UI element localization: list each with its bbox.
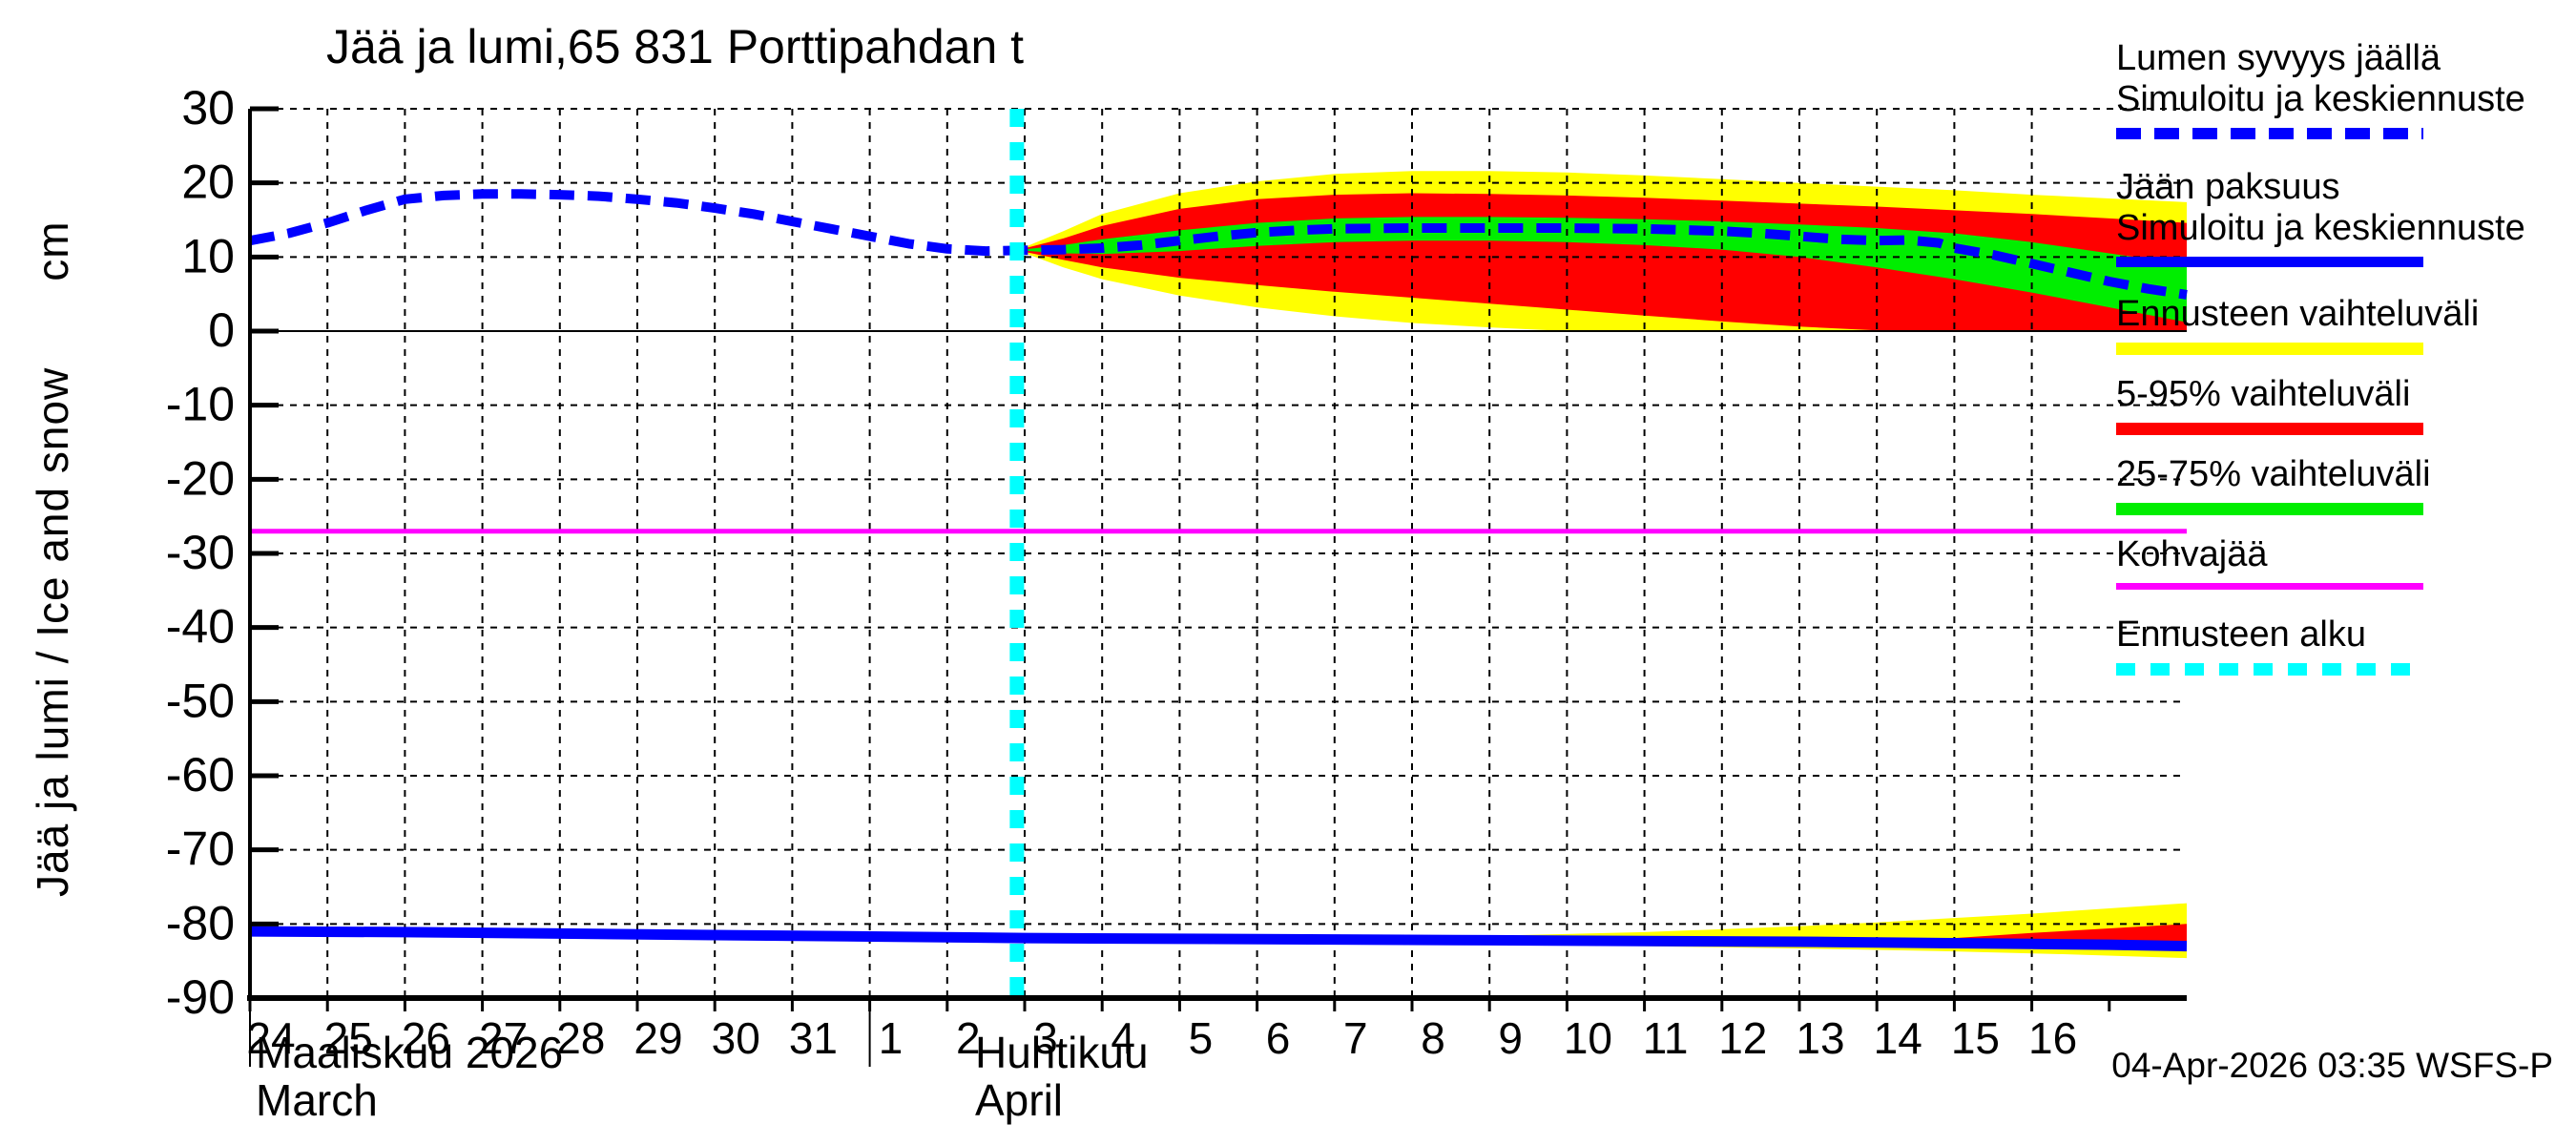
x-tick-label: 15 (1951, 1013, 2000, 1063)
legend-text: Ennusteen vaihteluväli (2116, 294, 2480, 334)
legend-text: 5-95% vaihteluväli (2116, 374, 2411, 414)
legend-swatch-blue-solid-line (2116, 257, 2423, 267)
month-label-april-fi: Huhtikuu (975, 1028, 1149, 1077)
y-tick-label: 20 (181, 156, 235, 209)
month-label-april-en: April (975, 1075, 1064, 1125)
legend-item-25-75-range: 25-75% vaihteluväli (2116, 454, 2572, 515)
legend-swatch-blue-dashed-line (2116, 128, 2423, 139)
legend-swatch-red-line (2116, 423, 2423, 435)
legend-swatch-yellow-line (2116, 343, 2423, 355)
x-tick-label: 12 (1718, 1013, 1767, 1063)
y-tick-label: -80 (166, 896, 235, 949)
legend-swatch-magenta-line (2116, 583, 2423, 590)
x-tick-label: 7 (1343, 1013, 1368, 1063)
x-tick-label: 8 (1421, 1013, 1445, 1063)
x-tick-label: 9 (1498, 1013, 1523, 1063)
legend-text: Ennusteen alku (2116, 614, 2366, 655)
timestamp: 04-Apr-2026 03:35 WSFS-P (2111, 1046, 2553, 1085)
legend-text: Kohvajää (2116, 534, 2268, 574)
y-tick-label: -50 (166, 674, 235, 727)
y-tick-label: 10 (181, 229, 235, 282)
legend-item-kohvajaa: Kohvajää (2116, 534, 2572, 590)
legend-swatch-cyan-dashed-line (2116, 663, 2423, 676)
x-tick-label: 27 (479, 1013, 528, 1063)
legend-text: Simuloitu ja keskiennuste (2116, 208, 2525, 248)
y-tick-label: 30 (181, 81, 235, 135)
y-tick-label: -20 (166, 451, 235, 505)
x-tick-label: 28 (556, 1013, 605, 1063)
series-ice-thickness (249, 926, 2188, 952)
legend-item-5-95-range: 5-95% vaihteluväli (2116, 374, 2572, 435)
x-tick-label: 24 (246, 1013, 295, 1063)
x-tick-label: 31 (789, 1013, 838, 1063)
x-tick-label: 3 (1033, 1013, 1058, 1063)
x-tick-label: 10 (1564, 1013, 1612, 1063)
chart-title: Jää ja lumi,65 831 Porttipahdan t (326, 20, 1025, 73)
y-tick-label: -40 (166, 600, 235, 654)
month-label-march-fi: Maaliskuu 2026 (256, 1028, 564, 1077)
y-tick-label: -30 (166, 526, 235, 579)
x-tick-label: 14 (1874, 1013, 1922, 1063)
x-tick-label: 1 (879, 1013, 904, 1063)
legend-text: Jään paksuus (2116, 167, 2340, 207)
x-tick-label: 4 (1111, 1013, 1135, 1063)
x-tick-label: 25 (324, 1013, 373, 1063)
y-tick-label: -70 (166, 822, 235, 876)
y-tick-label: -10 (166, 378, 235, 431)
x-tick-label: 30 (712, 1013, 760, 1063)
legend-text: 25-75% vaihteluväli (2116, 454, 2431, 494)
series-snow-depth-on-ice (249, 189, 2188, 300)
band-ice-forecast-range-yellow (1016, 903, 2187, 959)
y-tick-label: -60 (166, 748, 235, 802)
x-tick-label: 6 (1266, 1013, 1291, 1063)
y-tick-label: 0 (208, 303, 235, 357)
month-label-march-en: March (256, 1075, 378, 1125)
legend-item-ice-thickness: Jään paksuus Simuloitu ja keskiennuste (2116, 167, 2572, 267)
legend-swatch-green-line (2116, 503, 2423, 515)
legend-item-forecast-range: Ennusteen vaihteluväli (2116, 294, 2572, 355)
x-tick-label: 26 (402, 1013, 450, 1063)
legend-item-snow-depth: Lumen syvyys jäällä Simuloitu ja keskien… (2116, 38, 2572, 139)
legend-item-forecast-start: Ennusteen alku (2116, 614, 2572, 676)
y-tick-label: -90 (166, 970, 235, 1024)
legend-text: Lumen syvyys jäällä (2116, 38, 2441, 78)
x-tick-label: 2 (956, 1013, 981, 1063)
x-tick-label: 29 (634, 1013, 682, 1063)
x-tick-label: 11 (1643, 1013, 1689, 1063)
x-tick-label: 13 (1796, 1013, 1844, 1063)
x-tick-label: 5 (1189, 1013, 1214, 1063)
x-tick-label: 16 (2028, 1013, 2077, 1063)
legend-text: Simuloitu ja keskiennuste (2116, 79, 2525, 119)
